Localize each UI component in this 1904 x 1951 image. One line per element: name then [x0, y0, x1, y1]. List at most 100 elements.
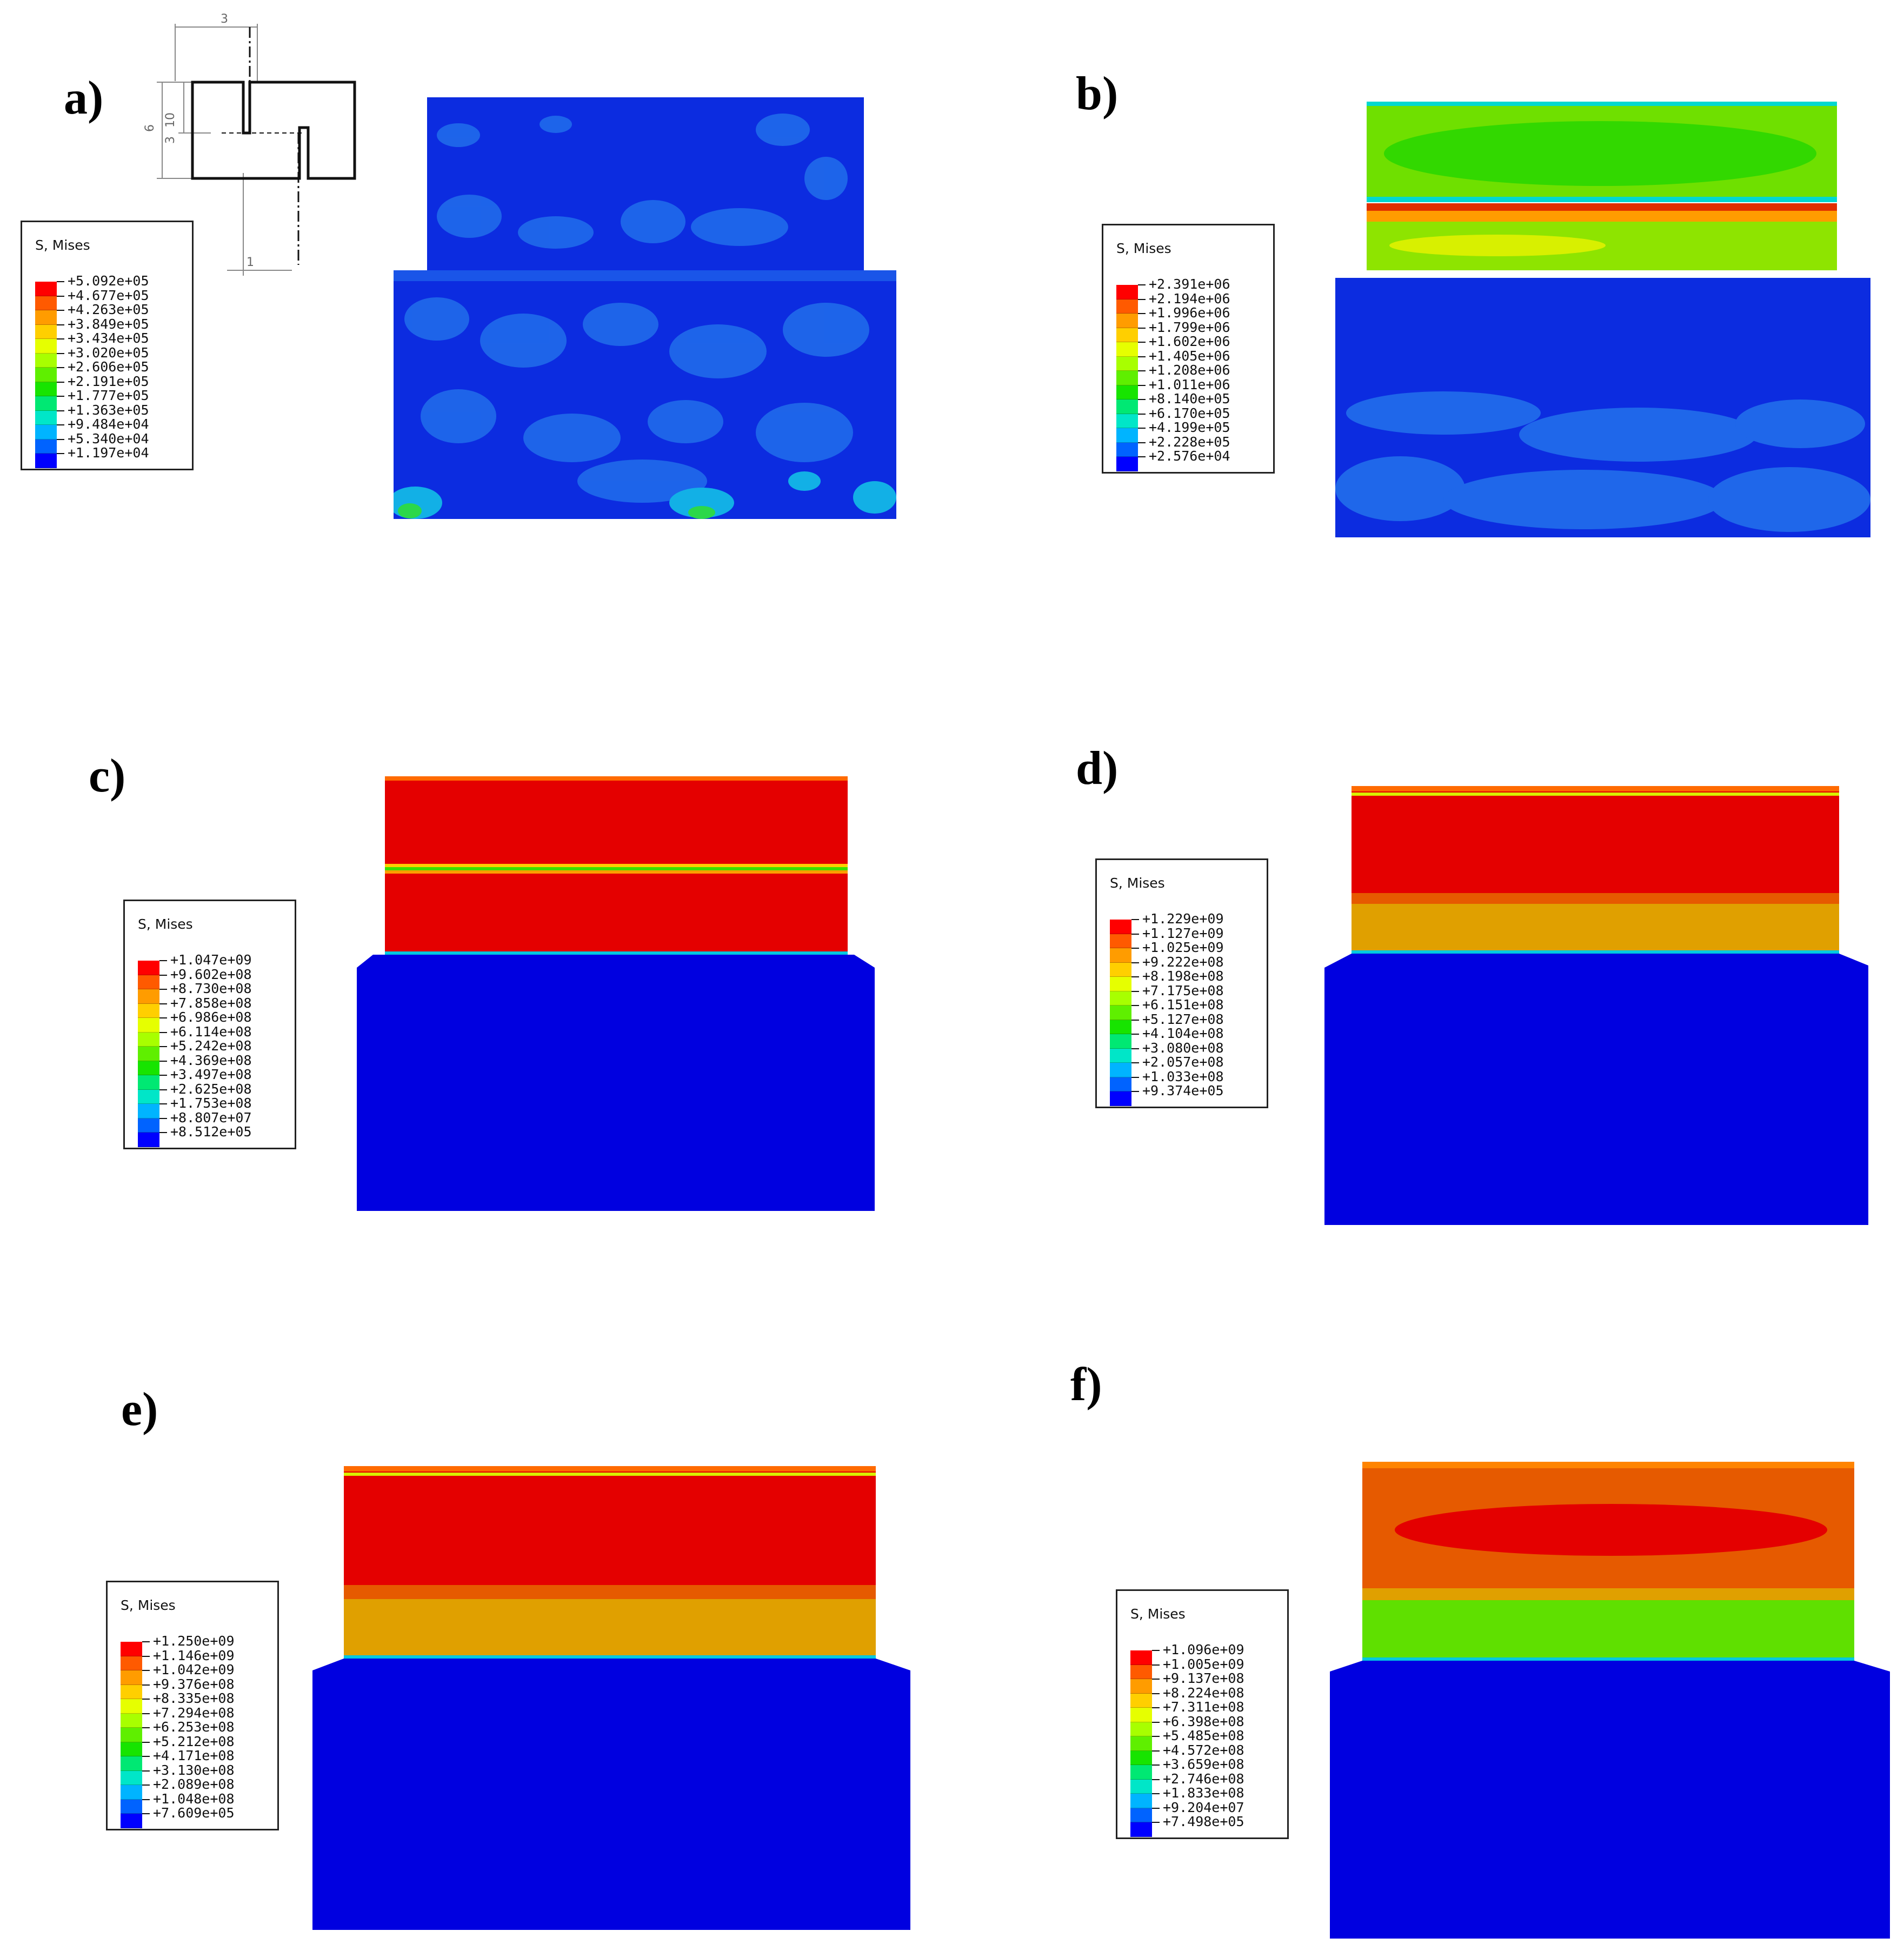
colormap-swatch — [121, 1742, 142, 1756]
colormap-swatch — [1110, 934, 1131, 948]
legend-tick-label: +9.602e+08 — [159, 967, 252, 982]
legend-tick-label: +4.171e+08 — [142, 1748, 235, 1763]
colormap-swatch — [121, 1699, 142, 1714]
colormap-swatch — [121, 1713, 142, 1728]
legend-tick-label: +5.212e+08 — [142, 1734, 235, 1749]
legend-tick-labels: +5.092e+05 +4.677e+05 +4.263e+05 +3.849e+05… — [57, 274, 149, 461]
legend-tick-label: +8.224e+08 — [1152, 1686, 1244, 1701]
legend-tick-label: +1.005e+09 — [1152, 1657, 1244, 1672]
legend-tick-label: +3.849e+05 — [57, 317, 149, 332]
colormap-swatch — [1116, 285, 1138, 299]
legend-tick-label: +3.080e+08 — [1131, 1041, 1224, 1056]
legend-tick-label: +4.263e+05 — [57, 302, 149, 317]
legend-tick-label: +7.498e+05 — [1152, 1814, 1244, 1829]
legend-tick-label: +5.485e+08 — [1152, 1728, 1244, 1743]
legend-tick-label: +1.996e+06 — [1138, 305, 1230, 321]
legend-tick-label: +5.127e+08 — [1131, 1012, 1224, 1027]
legend-tick-label: +1.777e+05 — [57, 388, 149, 403]
colormap-swatch — [1130, 1679, 1152, 1694]
colormap-swatch — [1130, 1750, 1152, 1765]
colormap-swatch — [1130, 1736, 1152, 1751]
colormap-swatch — [35, 282, 57, 296]
colormap-swatch — [1116, 428, 1138, 443]
legend-tick-label: +6.151e+08 — [1131, 997, 1224, 1013]
legend-tick-label: +6.398e+08 — [1152, 1714, 1244, 1729]
colormap-swatch — [138, 975, 159, 989]
legend-tick-label: +6.114e+08 — [159, 1024, 252, 1040]
legend-tick-label: +2.228e+05 — [1138, 435, 1230, 450]
legend-tick-label: +2.391e+06 — [1138, 277, 1230, 292]
legend-tick-label: +4.199e+05 — [1138, 420, 1230, 435]
colormap-swatch — [1110, 920, 1131, 934]
colormap-swatch — [121, 1684, 142, 1699]
colormap-swatch — [121, 1656, 142, 1670]
colormap-swatch — [35, 396, 57, 411]
colormap-swatch — [35, 454, 57, 468]
legend-tick-label: +1.042e+09 — [142, 1662, 235, 1677]
colormap-swatch — [138, 1133, 159, 1147]
legend-tick-labels: +1.250e+09 +1.146e+09 +1.042e+09 +9.376e+08… — [142, 1634, 235, 1821]
colormap-swatch — [1110, 1063, 1131, 1077]
colormap-swatch — [1130, 1722, 1152, 1736]
legend-tick-labels: +1.047e+09 +9.602e+08 +8.730e+08 +7.858e+08… — [159, 953, 252, 1140]
colormap-swatch — [35, 339, 57, 354]
legend-tick-label: +2.191e+05 — [57, 374, 149, 389]
colormap-swatch — [121, 1756, 142, 1771]
colormap-swatch — [121, 1642, 142, 1656]
colormap-swatch — [35, 410, 57, 425]
legend-tick-label: +6.170e+05 — [1138, 406, 1230, 421]
colormap-swatch — [138, 1061, 159, 1075]
colormap-swatches — [1116, 285, 1138, 471]
legend-tick-label: +1.146e+09 — [142, 1648, 235, 1663]
legend-tick-label: +5.242e+08 — [159, 1038, 252, 1054]
legend-e: S, Mises +1.250e+09 +1.146e+09 +1.042e+09 +… — [106, 1581, 279, 1830]
colormap-swatches — [1130, 1650, 1152, 1837]
legend-tick-label: +9.374e+05 — [1131, 1083, 1224, 1098]
colormap-swatch — [1116, 457, 1138, 471]
legend-tick-label: +8.198e+08 — [1131, 969, 1224, 984]
legend-tick-labels: +2.391e+06 +2.194e+06 +1.996e+06 +1.799e+06… — [1138, 277, 1230, 464]
stress-contour-c — [351, 773, 881, 1216]
stress-contour-a — [394, 92, 896, 519]
legend-tick-label: +1.602e+06 — [1138, 334, 1230, 349]
colormap-swatch — [138, 1047, 159, 1061]
legend-tick-label: +1.197e+04 — [57, 445, 149, 461]
dim-label-top: 3 — [221, 12, 228, 26]
stress-contour-b — [1335, 99, 1870, 537]
legend-tick-label: +1.048e+08 — [142, 1792, 235, 1807]
colormap-swatch — [1116, 342, 1138, 357]
legend-tick-label: +3.130e+08 — [142, 1763, 235, 1778]
colormap-swatch — [35, 439, 57, 454]
legend-tick-label: +1.363e+05 — [57, 403, 149, 418]
legend-tick-label: +3.020e+05 — [57, 345, 149, 361]
legend-tick-label: +1.208e+06 — [1138, 363, 1230, 378]
panel-label-d: d) — [1076, 742, 1119, 795]
legend-tick-label: +1.250e+09 — [142, 1634, 235, 1649]
legend-tick-label: +1.096e+09 — [1152, 1642, 1244, 1657]
legend-tick-label: +9.484e+04 — [57, 417, 149, 432]
stress-contour-f — [1330, 1454, 1892, 1941]
panel-label-b: b) — [1076, 68, 1119, 120]
legend-tick-label: +9.222e+08 — [1131, 955, 1224, 970]
legend-tick-label: +2.089e+08 — [142, 1777, 235, 1792]
colormap-swatch — [1110, 1020, 1131, 1034]
legend-title: S, Mises — [1130, 1606, 1186, 1622]
colormap-swatch — [1110, 1006, 1131, 1020]
legend-f: S, Mises +1.096e+09 +1.005e+09 +9.137e+08 +… — [1116, 1589, 1289, 1839]
legend-tick-label: +8.730e+08 — [159, 981, 252, 996]
legend-tick-label: +1.753e+08 — [159, 1096, 252, 1111]
legend-tick-label: +1.047e+09 — [159, 953, 252, 968]
legend-tick-label: +1.229e+09 — [1131, 911, 1224, 927]
panel-label-f: f) — [1070, 1359, 1102, 1411]
colormap-swatch — [1130, 1808, 1152, 1822]
legend-tick-label: +8.807e+07 — [159, 1110, 252, 1126]
panel-label-c: c) — [89, 750, 126, 802]
colormap-swatch — [121, 1799, 142, 1814]
legend-tick-label: +1.025e+09 — [1131, 940, 1224, 955]
colormap-swatch — [35, 310, 57, 325]
legend-tick-label: +2.057e+08 — [1131, 1055, 1224, 1070]
legend-title: S, Mises — [1116, 241, 1171, 256]
legend-tick-label: +2.625e+08 — [159, 1082, 252, 1097]
colormap-swatch — [121, 1785, 142, 1800]
colormap-swatch — [1130, 1664, 1152, 1679]
